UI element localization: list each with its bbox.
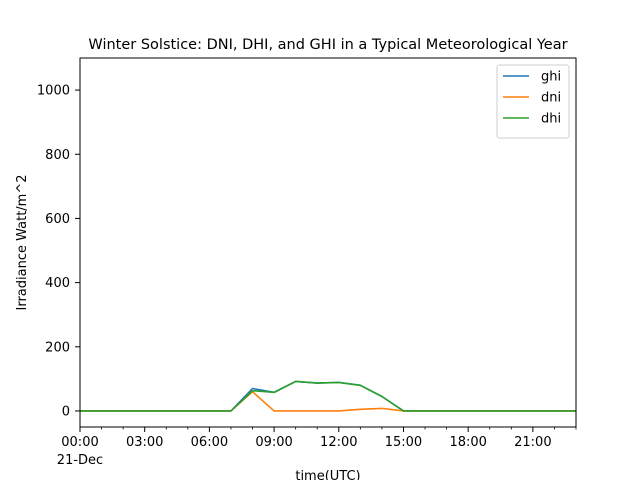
x-tick-label: 21:00: [514, 435, 551, 450]
legend-label-ghi: ghi: [541, 70, 561, 85]
x-tick-label: 06:00: [191, 435, 228, 450]
y-tick-label: 800: [45, 148, 70, 163]
plot-frame: [79, 57, 577, 428]
legend-label-dhi: dhi: [541, 112, 561, 127]
series-layer: [80, 380, 576, 412]
y-axis: 0 200 400 600 800 1000: [37, 84, 80, 419]
legend: ghi dni dhi: [496, 64, 570, 139]
y-tick-label: 400: [45, 276, 70, 291]
x-tick-label: 18:00: [449, 435, 486, 450]
x-tick-sublabel: 21-Dec: [57, 453, 103, 468]
y-tick-label: 0: [62, 404, 70, 419]
y-axis-label: Irradiance Watt/m^2: [15, 175, 30, 311]
x-tick-label: 09:00: [255, 435, 292, 450]
x-axis: 00:00 21-Dec 03:00 06:00 09:00 12:00 15:00 18:0…: [57, 427, 577, 468]
chart-title: Winter Solstice: DNI, DHI, and GHI in a …: [88, 37, 567, 53]
x-tick-label: 12:00: [320, 435, 357, 450]
x-axis-label: time(UTC): [295, 469, 360, 480]
legend-box: [496, 64, 570, 139]
x-tick-label: 00:00: [61, 435, 98, 450]
x-tick-label: 15:00: [385, 435, 422, 450]
y-tick-label: 600: [45, 212, 70, 227]
y-tick-label: 200: [45, 340, 70, 355]
legend-label-dni: dni: [541, 91, 561, 106]
y-tick-label: 1000: [37, 84, 70, 99]
x-tick-label: 03:00: [126, 435, 163, 450]
series-line-dhi: [80, 380, 576, 412]
